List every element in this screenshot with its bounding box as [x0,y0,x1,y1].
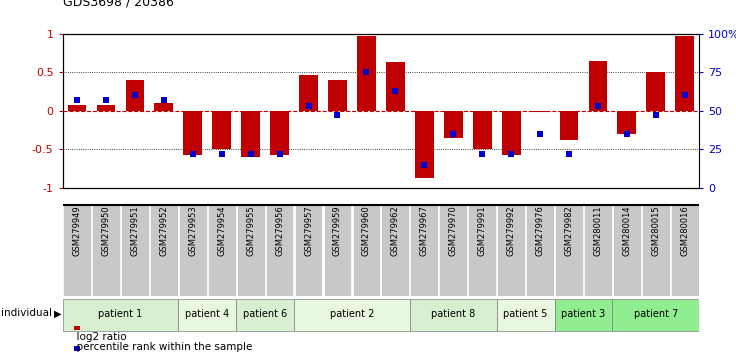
Bar [155,103,173,110]
FancyBboxPatch shape [121,205,149,296]
Bar [270,110,289,155]
Text: GSM280011: GSM280011 [593,205,603,256]
Text: GSM279956: GSM279956 [275,205,284,256]
FancyBboxPatch shape [237,205,264,296]
Text: GSM279949: GSM279949 [73,205,82,256]
Bar [386,62,405,110]
Bar [473,110,492,149]
FancyBboxPatch shape [381,205,409,296]
FancyBboxPatch shape [554,299,612,331]
Text: GSM279955: GSM279955 [246,205,255,256]
Text: patient 3: patient 3 [562,309,606,319]
Bar [126,80,144,110]
Text: log2 ratio: log2 ratio [70,332,127,342]
Text: patient 4: patient 4 [185,309,230,319]
FancyBboxPatch shape [63,299,178,331]
Bar [212,110,231,149]
Text: patient 8: patient 8 [431,309,475,319]
FancyBboxPatch shape [526,205,554,296]
Text: patient 1: patient 1 [99,309,143,319]
Bar [241,110,260,157]
Text: patient 2: patient 2 [330,309,374,319]
FancyBboxPatch shape [324,205,351,296]
Text: GSM280016: GSM280016 [680,205,689,256]
Bar [183,110,202,154]
Text: GSM279954: GSM279954 [217,205,226,256]
FancyBboxPatch shape [353,205,381,296]
Text: GSM279952: GSM279952 [159,205,169,256]
Bar [415,110,434,178]
Text: GSM279960: GSM279960 [362,205,371,256]
FancyBboxPatch shape [411,205,438,296]
FancyBboxPatch shape [410,299,497,331]
Text: GSM279967: GSM279967 [420,205,429,256]
Text: GSM279953: GSM279953 [188,205,197,256]
Text: GSM280014: GSM280014 [623,205,631,256]
Bar [444,110,463,138]
Bar [646,72,665,110]
Bar [96,105,116,110]
Bar [676,36,694,110]
Bar [68,105,86,110]
FancyBboxPatch shape [208,205,236,296]
Text: GSM280015: GSM280015 [651,205,660,256]
FancyBboxPatch shape [584,205,612,296]
Text: patient 5: patient 5 [503,309,548,319]
FancyBboxPatch shape [150,205,177,296]
FancyBboxPatch shape [439,205,467,296]
Bar [589,61,607,110]
FancyBboxPatch shape [497,299,554,331]
FancyBboxPatch shape [613,205,641,296]
Text: GDS3698 / 20386: GDS3698 / 20386 [63,0,174,9]
Bar [531,110,550,112]
Text: GSM279957: GSM279957 [304,205,313,256]
FancyBboxPatch shape [92,205,120,296]
Text: GSM279959: GSM279959 [333,205,342,256]
FancyBboxPatch shape [612,299,699,331]
FancyBboxPatch shape [294,205,322,296]
Text: GSM279950: GSM279950 [102,205,110,256]
FancyBboxPatch shape [63,205,91,296]
FancyBboxPatch shape [179,205,207,296]
FancyBboxPatch shape [642,205,670,296]
Text: GSM279992: GSM279992 [506,205,516,256]
FancyBboxPatch shape [236,299,294,331]
Text: GSM279991: GSM279991 [478,205,486,256]
Text: GSM279976: GSM279976 [536,205,545,256]
Text: ▶: ▶ [54,308,61,318]
Text: GSM279982: GSM279982 [565,205,573,256]
Text: GSM279951: GSM279951 [130,205,139,256]
FancyBboxPatch shape [670,205,698,296]
Text: patient 6: patient 6 [243,309,287,319]
Text: GSM279970: GSM279970 [449,205,458,256]
FancyBboxPatch shape [266,205,294,296]
Bar [357,36,376,110]
Text: GSM279962: GSM279962 [391,205,400,256]
FancyBboxPatch shape [468,205,496,296]
FancyBboxPatch shape [294,299,410,331]
FancyBboxPatch shape [178,299,236,331]
Bar [328,80,347,110]
Bar [618,110,636,134]
Bar [559,110,578,140]
FancyBboxPatch shape [498,205,525,296]
Text: patient 7: patient 7 [634,309,678,319]
Bar [299,75,318,110]
FancyBboxPatch shape [555,205,583,296]
Text: individual: individual [1,308,52,318]
Bar [502,110,520,155]
Text: percentile rank within the sample: percentile rank within the sample [70,342,252,352]
